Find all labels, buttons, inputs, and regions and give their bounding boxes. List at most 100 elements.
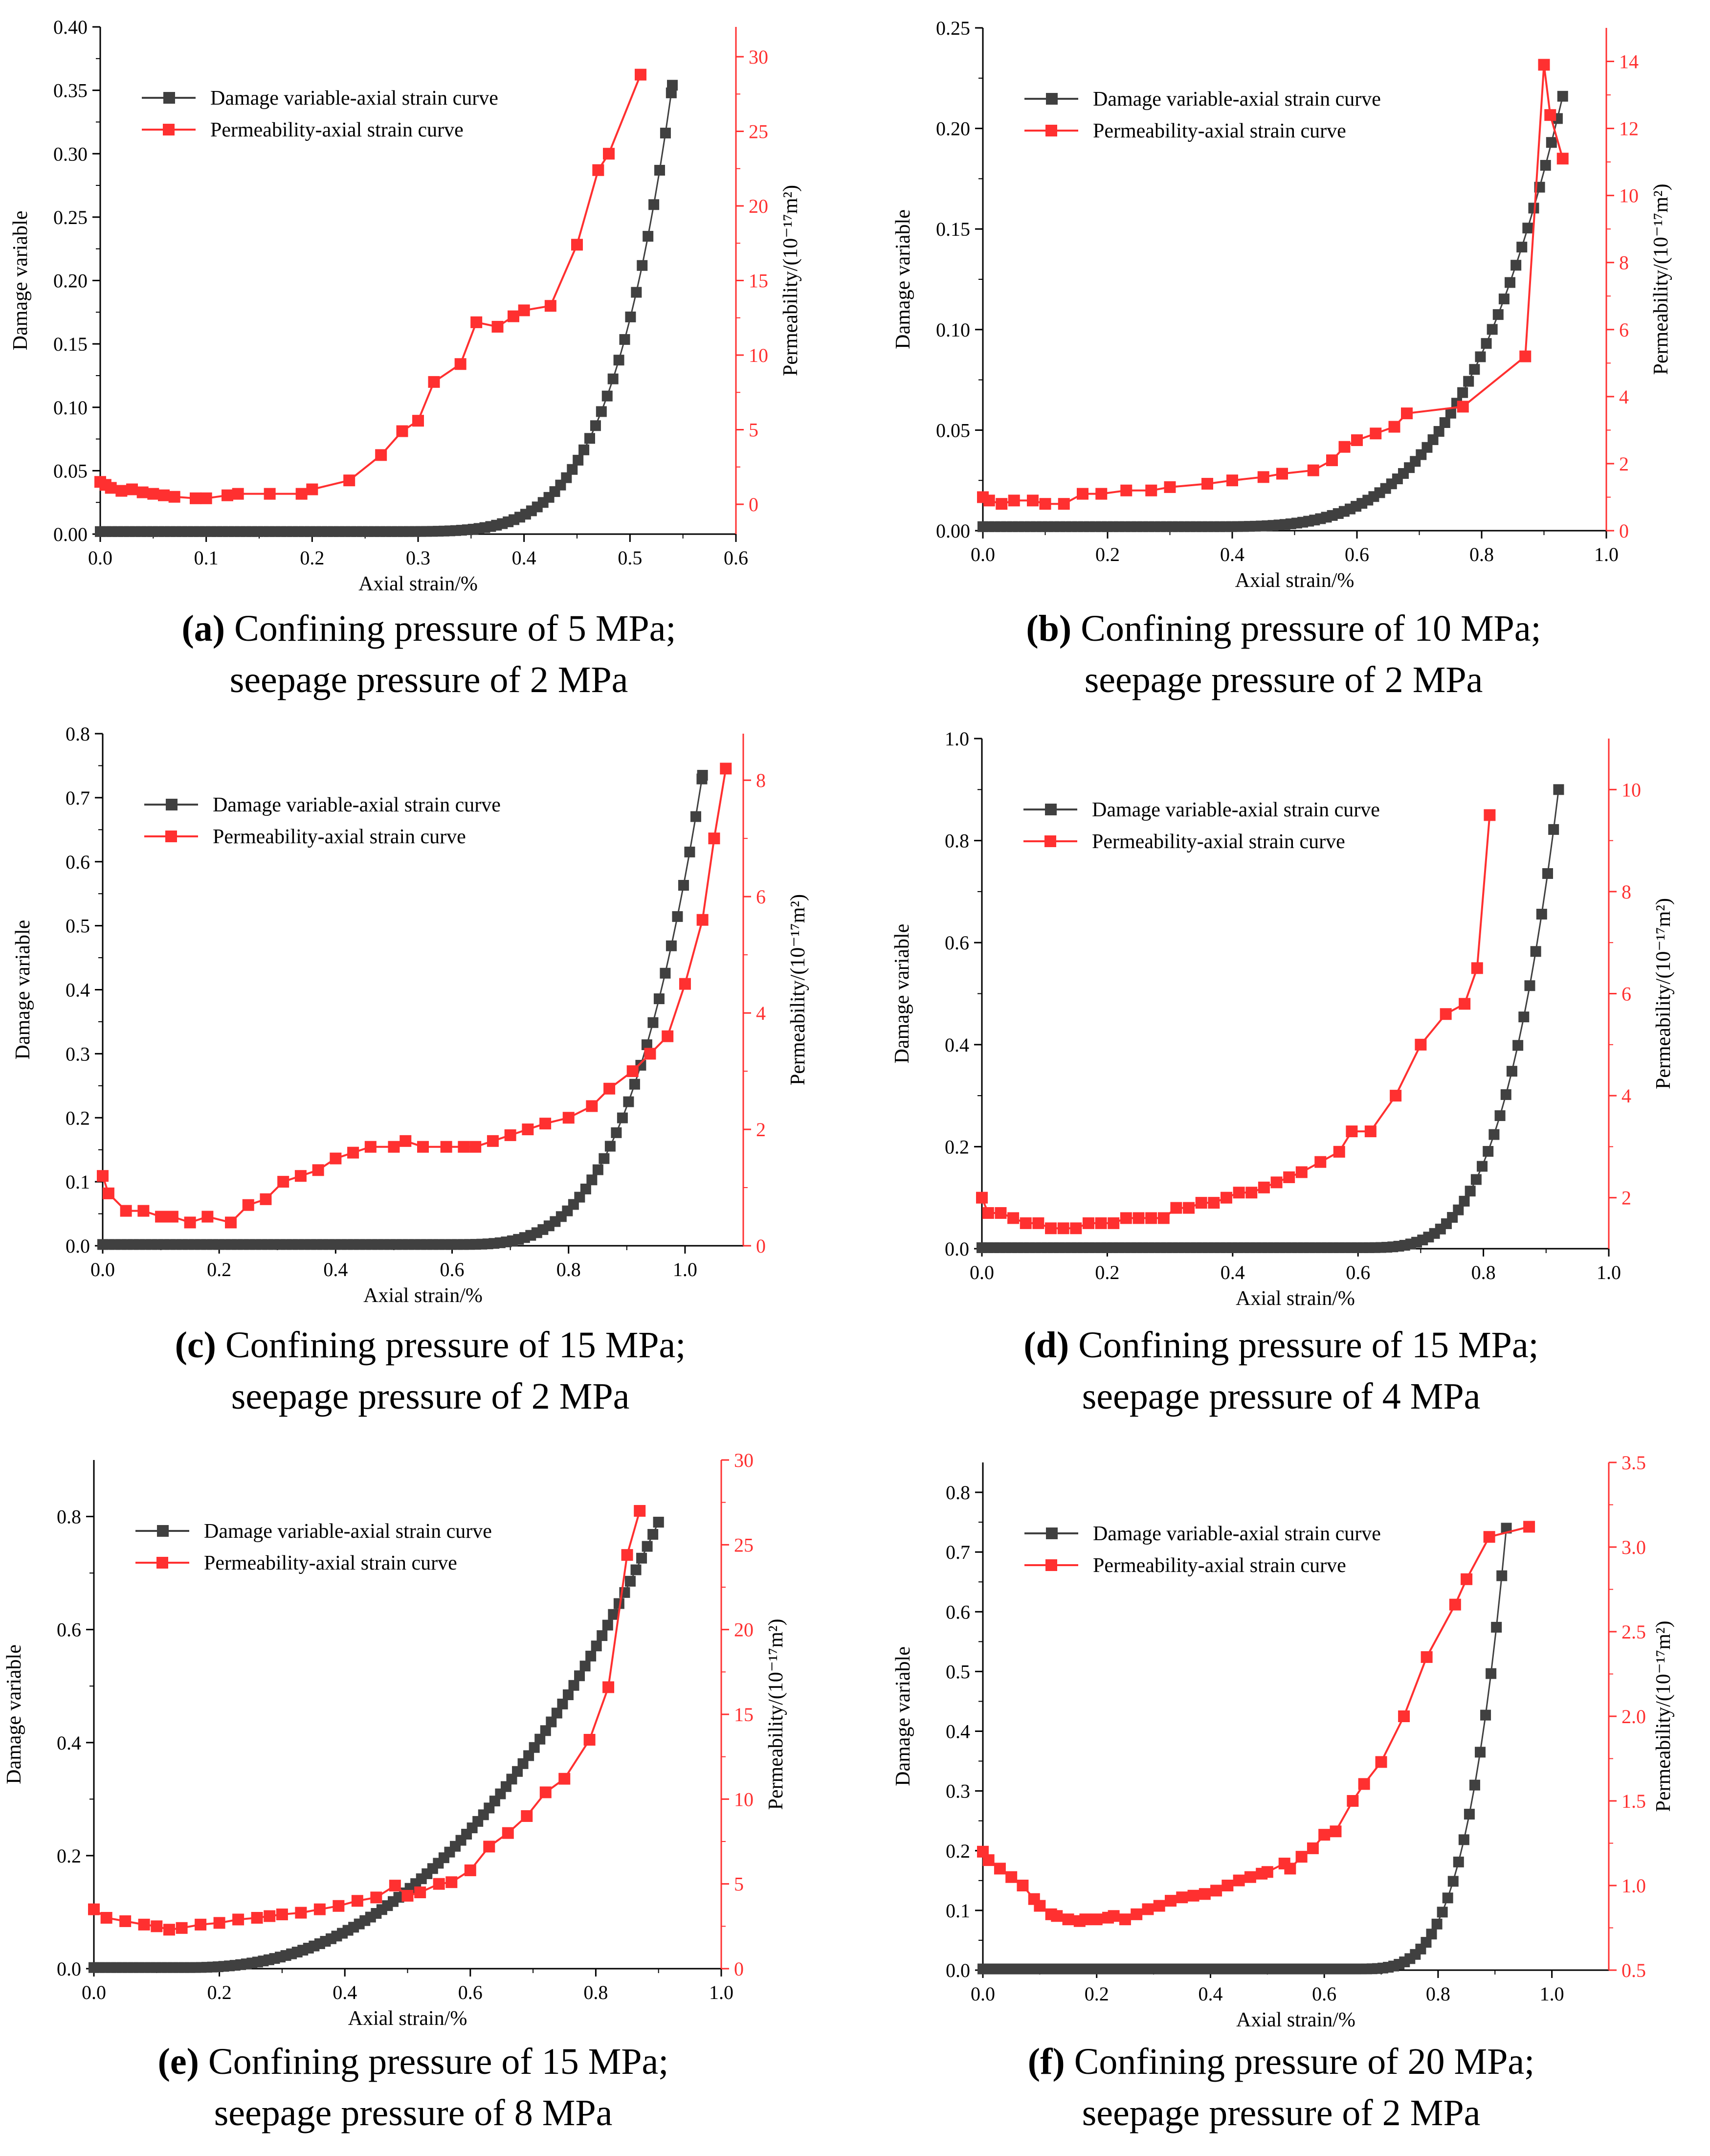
permeability-point [539,1786,552,1798]
permeability-point [251,1912,263,1924]
permeability-point [1221,1880,1234,1891]
legend-permeability-swatch-marker [1045,1559,1057,1571]
x-tick-label: 0.8 [583,1981,608,2003]
legend-damage-swatch-marker [157,1525,169,1537]
y2-tick-label: 1.5 [1621,1790,1646,1812]
permeability-point [558,1773,571,1785]
x-tick-label: 1.0 [673,1258,697,1280]
y2-tick-label: 15 [734,1704,754,1726]
damage-point [1453,1204,1464,1215]
damage-point [660,128,671,139]
permeability-point [312,1164,324,1176]
panel-caption-line2: seepage pressure of 2 MPa [1085,659,1483,700]
permeability-point [464,1864,476,1876]
y2-tick-label: 2 [756,1119,766,1141]
legend: Damage variable-axial strain curve Permea… [1024,1523,1381,1577]
permeability-point [539,1118,552,1130]
permeability-point [1220,1191,1232,1204]
y2-tick-label: 15 [749,270,768,292]
y2-axis-title: Permeability/(10⁻¹⁷m²) [1652,898,1675,1089]
y2-tick-label: 1.0 [1621,1875,1646,1897]
legend-permeability-label: Permeability-axial strain curve [1093,120,1346,142]
damage-point [623,1096,634,1107]
permeability-point [276,1909,288,1921]
panel-caption-line1: (f) Confining pressure of 20 MPa; [1028,2041,1534,2082]
x-axis-title: Axial strain/% [1235,569,1355,592]
legend: Damage variable-axial strain curve Permea… [144,794,501,848]
permeability-point [1142,1903,1154,1915]
damage-point [624,1575,636,1587]
y-tick-label: 0.4 [946,1721,970,1743]
permeability-point [1034,1900,1046,1912]
permeability-point [1449,1598,1461,1611]
permeability-point [102,1187,114,1199]
permeability-point [708,832,720,845]
permeability-point [1544,109,1556,121]
damage-series-markers [97,770,708,1250]
x-tick-label: 1.0 [1540,1983,1564,2005]
x-tick-label: 0.4 [512,547,536,569]
permeability-point [1364,1125,1377,1138]
damage-point [1481,338,1492,349]
permeability-point [522,1123,534,1136]
x-tick-label: 0.2 [1095,1261,1119,1283]
y-tick-label: 0.40 [53,16,88,38]
y-tick-label: 0.0 [945,1238,969,1260]
permeability-point [1131,1908,1143,1920]
damage-point [1548,824,1559,835]
damage-point [1488,1129,1500,1140]
legend: Damage variable-axial strain curve Permea… [142,87,498,141]
permeability-point [1314,1156,1327,1168]
panel-caption-label: (a) [181,608,225,649]
permeability-point [375,449,387,461]
panel-caption-line1: (c) Confining pressure of 15 MPa; [175,1325,686,1366]
panel-caption-label: (b) [1026,608,1071,649]
damage-point [1457,387,1468,398]
damage-point [1510,260,1522,271]
permeability-point [1153,1900,1165,1912]
damage-point [1516,242,1528,253]
panel-caption-line2: seepage pressure of 2 MPa [231,1376,630,1417]
permeability-point [201,1211,214,1223]
permeability-point [1082,1217,1094,1229]
permeability-point [414,1886,426,1898]
permeability-point [190,492,201,504]
damage-point [653,993,665,1005]
chart-panel-f: 0.0 0.2 0.4 0.6 0.8 1.0 0.0 0.1 0.2 0.3 0.4 0.5 0.6 0… [892,1452,1675,2134]
permeability-point [662,1030,674,1042]
damage-point [1546,137,1557,148]
y-tick-label: 0.8 [57,1506,81,1528]
permeability-point [126,483,138,495]
damage-point [1540,159,1551,171]
permeability-point [389,1880,401,1892]
permeability-point [502,1827,514,1839]
panel-caption-label: (e) [158,2041,199,2082]
permeability-point [1347,1795,1359,1807]
x-tick-label: 0.6 [724,547,748,569]
damage-point [1498,293,1510,305]
damage-point [1500,1089,1511,1100]
permeability-point [976,1191,988,1204]
damage-point [546,1716,557,1728]
permeability-point [445,1876,458,1888]
permeability-point [1538,59,1550,71]
x-tick-label: 1.0 [1594,543,1619,565]
damage-point [534,1733,546,1745]
permeability-point [1401,407,1413,420]
x-tick-label: 0.0 [88,547,112,569]
damage-point [1494,1110,1506,1121]
y-tick-label: 0.6 [946,1601,970,1623]
chart-panel-e: 0.0 0.2 0.4 0.6 0.8 1.0 0.0 0.2 0.4 0.6 0.8 0 5 10 15 2… [3,1449,787,2134]
y-axis-title: Damage variable [9,211,32,351]
chart-panel-c: 0.0 0.2 0.4 0.6 0.8 1.0 0.0 0.1 0.2 0.3 0.4 0.5 0.6 0… [12,723,809,1417]
damage-point [1524,980,1535,991]
permeability-point [242,1199,254,1211]
permeability-point [1032,1217,1044,1229]
damage-point [1487,324,1498,335]
permeability-point [1108,1217,1120,1229]
damage-point [1512,1040,1524,1051]
damage-point [580,1183,591,1194]
permeability-point [491,321,504,333]
damage-point [1505,277,1516,288]
damage-point [607,373,619,384]
